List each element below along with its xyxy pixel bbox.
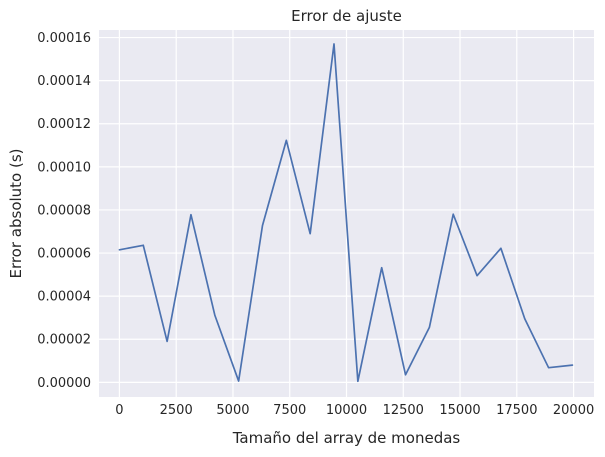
chart-title: Error de ajuste bbox=[291, 7, 402, 25]
y-tick-label: 0.00014 bbox=[37, 74, 91, 89]
x-tick-label: 2500 bbox=[160, 403, 193, 418]
series-line bbox=[118, 43, 574, 383]
y-tick-label: 0.00004 bbox=[37, 290, 91, 305]
x-tick-label: 15000 bbox=[439, 403, 480, 418]
plot-area bbox=[99, 30, 594, 397]
x-axis-title: Tamaño del array de monedas bbox=[232, 429, 461, 447]
y-tick-label: 0.00002 bbox=[37, 333, 91, 348]
x-tick-label: 7500 bbox=[273, 403, 306, 418]
y-tick-label: 0.00012 bbox=[37, 117, 91, 132]
x-tick-label: 5000 bbox=[216, 403, 249, 418]
y-tick-label: 0.00008 bbox=[37, 203, 91, 218]
y-axis-title: Error absoluto (s) bbox=[7, 148, 25, 278]
x-tick-label: 0 bbox=[115, 403, 123, 418]
y-tick-label: 0.00000 bbox=[37, 376, 91, 391]
x-tick-label: 12500 bbox=[383, 403, 424, 418]
y-tick-label: 0.00010 bbox=[37, 160, 91, 175]
y-tick-label: 0.00006 bbox=[37, 247, 91, 262]
x-tick-label: 17500 bbox=[496, 403, 537, 418]
x-tick-label: 10000 bbox=[326, 403, 367, 418]
x-tick-label: 20000 bbox=[553, 403, 594, 418]
y-tick-label: 0.00016 bbox=[37, 31, 91, 46]
